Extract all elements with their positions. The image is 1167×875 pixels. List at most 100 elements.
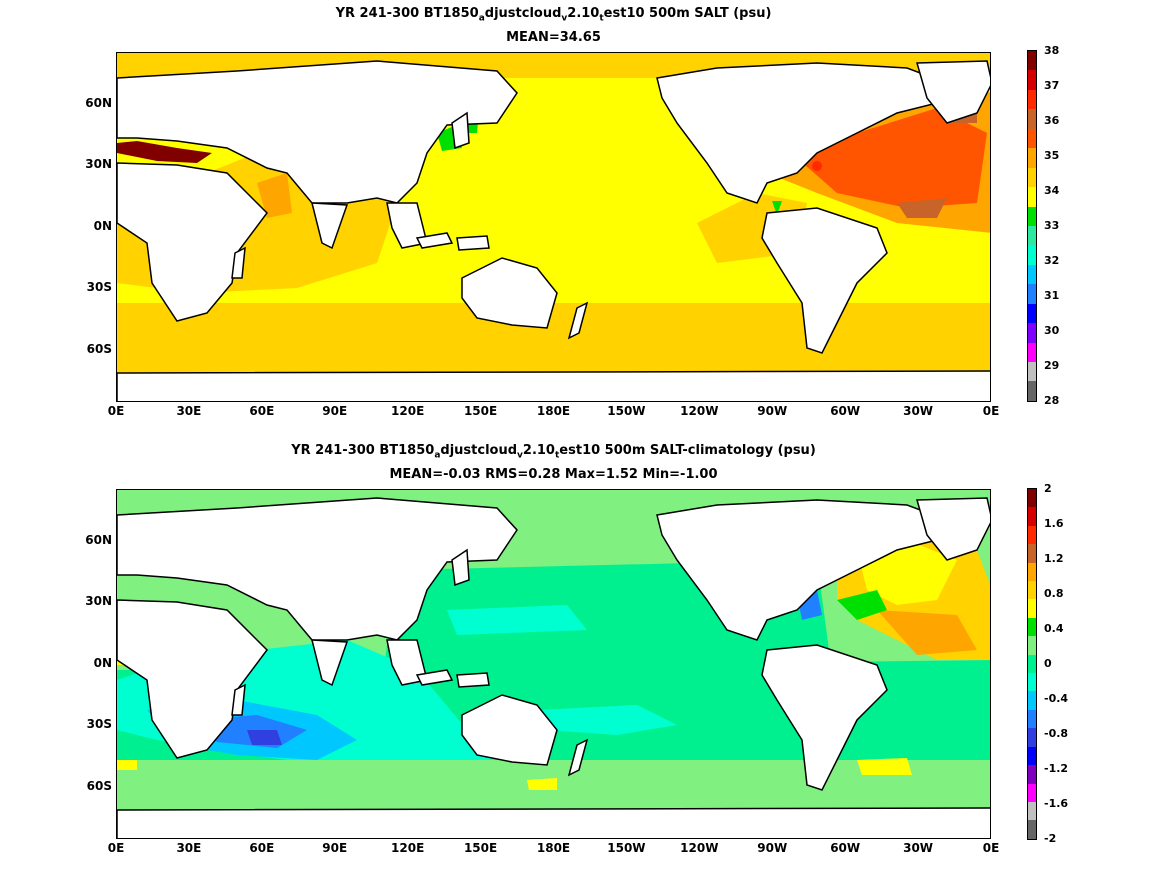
colorbar-tick-label: 1.2 bbox=[1044, 552, 1064, 565]
x-tick-label: 150W bbox=[607, 841, 646, 855]
x-tick-label: 0E bbox=[982, 841, 1000, 855]
title-part: est10 500m SALT (psu) bbox=[603, 6, 772, 21]
colorbar-segment bbox=[1028, 323, 1036, 343]
colorbar-segment bbox=[1028, 801, 1036, 821]
colorbar-segment bbox=[1028, 562, 1036, 582]
colorbar-segment bbox=[1028, 109, 1036, 129]
colorbar-segment bbox=[1028, 362, 1036, 382]
colorbar-segment bbox=[1028, 303, 1036, 324]
colorbar-tick-label: 36 bbox=[1044, 114, 1060, 127]
title-part: 2.10 bbox=[522, 443, 555, 458]
colorbar-segment bbox=[1028, 746, 1036, 766]
colorbar-tick-label: -2 bbox=[1044, 832, 1057, 845]
colorbar-tick-label: 31 bbox=[1044, 289, 1060, 302]
colorbar-tick-label: 35 bbox=[1044, 149, 1060, 162]
colorbar-segment bbox=[1028, 673, 1036, 692]
colorbar-tick-label: -1.2 bbox=[1044, 762, 1069, 775]
x-tick-label: 0E bbox=[107, 404, 125, 418]
x-tick-label: 120W bbox=[680, 404, 719, 418]
title-part: djustcloud bbox=[484, 6, 562, 21]
colorbar-segment bbox=[1028, 581, 1036, 600]
x-tick-label: 90W bbox=[757, 404, 788, 418]
colorbar-tick-label: 38 bbox=[1044, 44, 1060, 57]
colorbar-segment bbox=[1028, 544, 1036, 563]
colorbar-segment bbox=[1028, 128, 1036, 149]
colorbar-tick-label: 32 bbox=[1044, 254, 1060, 267]
y-tick-label: 60S bbox=[86, 779, 112, 793]
title-part: 2.10 bbox=[567, 6, 600, 21]
colorbar-segment bbox=[1028, 691, 1036, 710]
colorbar-tick-label: 34 bbox=[1044, 184, 1060, 197]
x-tick-label: 150E bbox=[463, 841, 498, 855]
colorbar-segment bbox=[1028, 783, 1036, 802]
colorbar-tick-label: 28 bbox=[1044, 394, 1060, 407]
y-tick-label: 0N bbox=[93, 219, 112, 233]
colorbar-segment bbox=[1028, 148, 1036, 168]
colorbar-segment bbox=[1028, 51, 1036, 71]
colorbar-segment bbox=[1028, 264, 1036, 285]
title-part: YR 241-300 BT1850 bbox=[291, 443, 435, 458]
title-part: est10 500m SALT-climatology (psu) bbox=[559, 443, 816, 458]
colorbar-segment bbox=[1028, 167, 1036, 188]
colorbar-1 bbox=[1027, 50, 1037, 402]
x-tick-label: 30W bbox=[903, 841, 934, 855]
colorbar-segment bbox=[1028, 206, 1036, 226]
colorbar-segment bbox=[1028, 507, 1036, 526]
colorbar-segment bbox=[1028, 636, 1036, 655]
colorbar-segment bbox=[1028, 765, 1036, 784]
x-tick-label: 30W bbox=[903, 404, 934, 418]
panel1-subtitle: MEAN=34.65 bbox=[506, 30, 601, 45]
title-subscript: a bbox=[478, 13, 485, 24]
x-tick-label: 90W bbox=[757, 841, 788, 855]
title-subscript: a bbox=[434, 450, 441, 461]
colorbar-segment bbox=[1028, 525, 1036, 545]
x-tick-label: 30E bbox=[176, 404, 202, 418]
salinity-anomaly-map bbox=[116, 489, 991, 839]
colorbar-segment bbox=[1028, 617, 1036, 637]
x-tick-label: 90E bbox=[322, 841, 348, 855]
colorbar-tick-label: 0.8 bbox=[1044, 587, 1064, 600]
x-tick-label: 60W bbox=[830, 841, 861, 855]
x-tick-label: 150E bbox=[463, 404, 498, 418]
colorbar-tick-label: 33 bbox=[1044, 219, 1060, 232]
y-tick-label: 60N bbox=[85, 533, 112, 547]
title-subscript: t bbox=[554, 450, 560, 461]
title-subscript: t bbox=[599, 13, 604, 24]
x-tick-label: 60E bbox=[249, 841, 275, 855]
colorbar-tick-label: 29 bbox=[1044, 359, 1060, 372]
colorbar-tick-label: -0.4 bbox=[1044, 692, 1069, 705]
colorbar-segment bbox=[1028, 654, 1036, 674]
colorbar-segment bbox=[1028, 709, 1036, 729]
y-tick-label: 30N bbox=[85, 594, 112, 608]
colorbar-2 bbox=[1027, 488, 1037, 840]
x-tick-label: 120W bbox=[680, 841, 719, 855]
colorbar-segment bbox=[1028, 225, 1036, 246]
x-tick-label: 180E bbox=[536, 841, 571, 855]
colorbar-segment bbox=[1028, 89, 1036, 110]
y-tick-label: 60N bbox=[85, 96, 112, 110]
title-part: YR 241-300 BT1850 bbox=[335, 6, 479, 21]
y-tick-label: 30S bbox=[86, 280, 112, 294]
x-tick-label: 120E bbox=[391, 841, 425, 855]
x-tick-label: 180E bbox=[536, 404, 571, 418]
panel1-title: YR 241-300 BT1850adjustcloudv2.10test10 … bbox=[116, 4, 991, 29]
colorbar-tick-label: 37 bbox=[1044, 79, 1060, 92]
x-tick-label: 60E bbox=[249, 404, 275, 418]
x-tick-label: 0E bbox=[982, 404, 1000, 418]
title-subscript: v bbox=[517, 450, 523, 461]
colorbar-tick-label: 30 bbox=[1044, 324, 1060, 337]
salinity-map bbox=[116, 52, 991, 402]
x-tick-label: 90E bbox=[322, 404, 348, 418]
colorbar-segment bbox=[1028, 728, 1036, 747]
colorbar-segment bbox=[1028, 342, 1036, 362]
panel2-subtitle: MEAN=-0.03 RMS=0.28 Max=1.52 Min=-1.00 bbox=[389, 467, 718, 482]
x-tick-label: 120E bbox=[391, 404, 425, 418]
colorbar-tick-label: 1.6 bbox=[1044, 517, 1064, 530]
colorbar-segment bbox=[1028, 187, 1036, 207]
title-part: djustcloud bbox=[440, 443, 518, 458]
y-tick-label: 60S bbox=[86, 342, 112, 356]
colorbar-segment bbox=[1028, 489, 1036, 508]
title-subscript: v bbox=[561, 13, 568, 24]
x-tick-label: 150W bbox=[607, 404, 646, 418]
colorbar-segment bbox=[1028, 820, 1036, 839]
